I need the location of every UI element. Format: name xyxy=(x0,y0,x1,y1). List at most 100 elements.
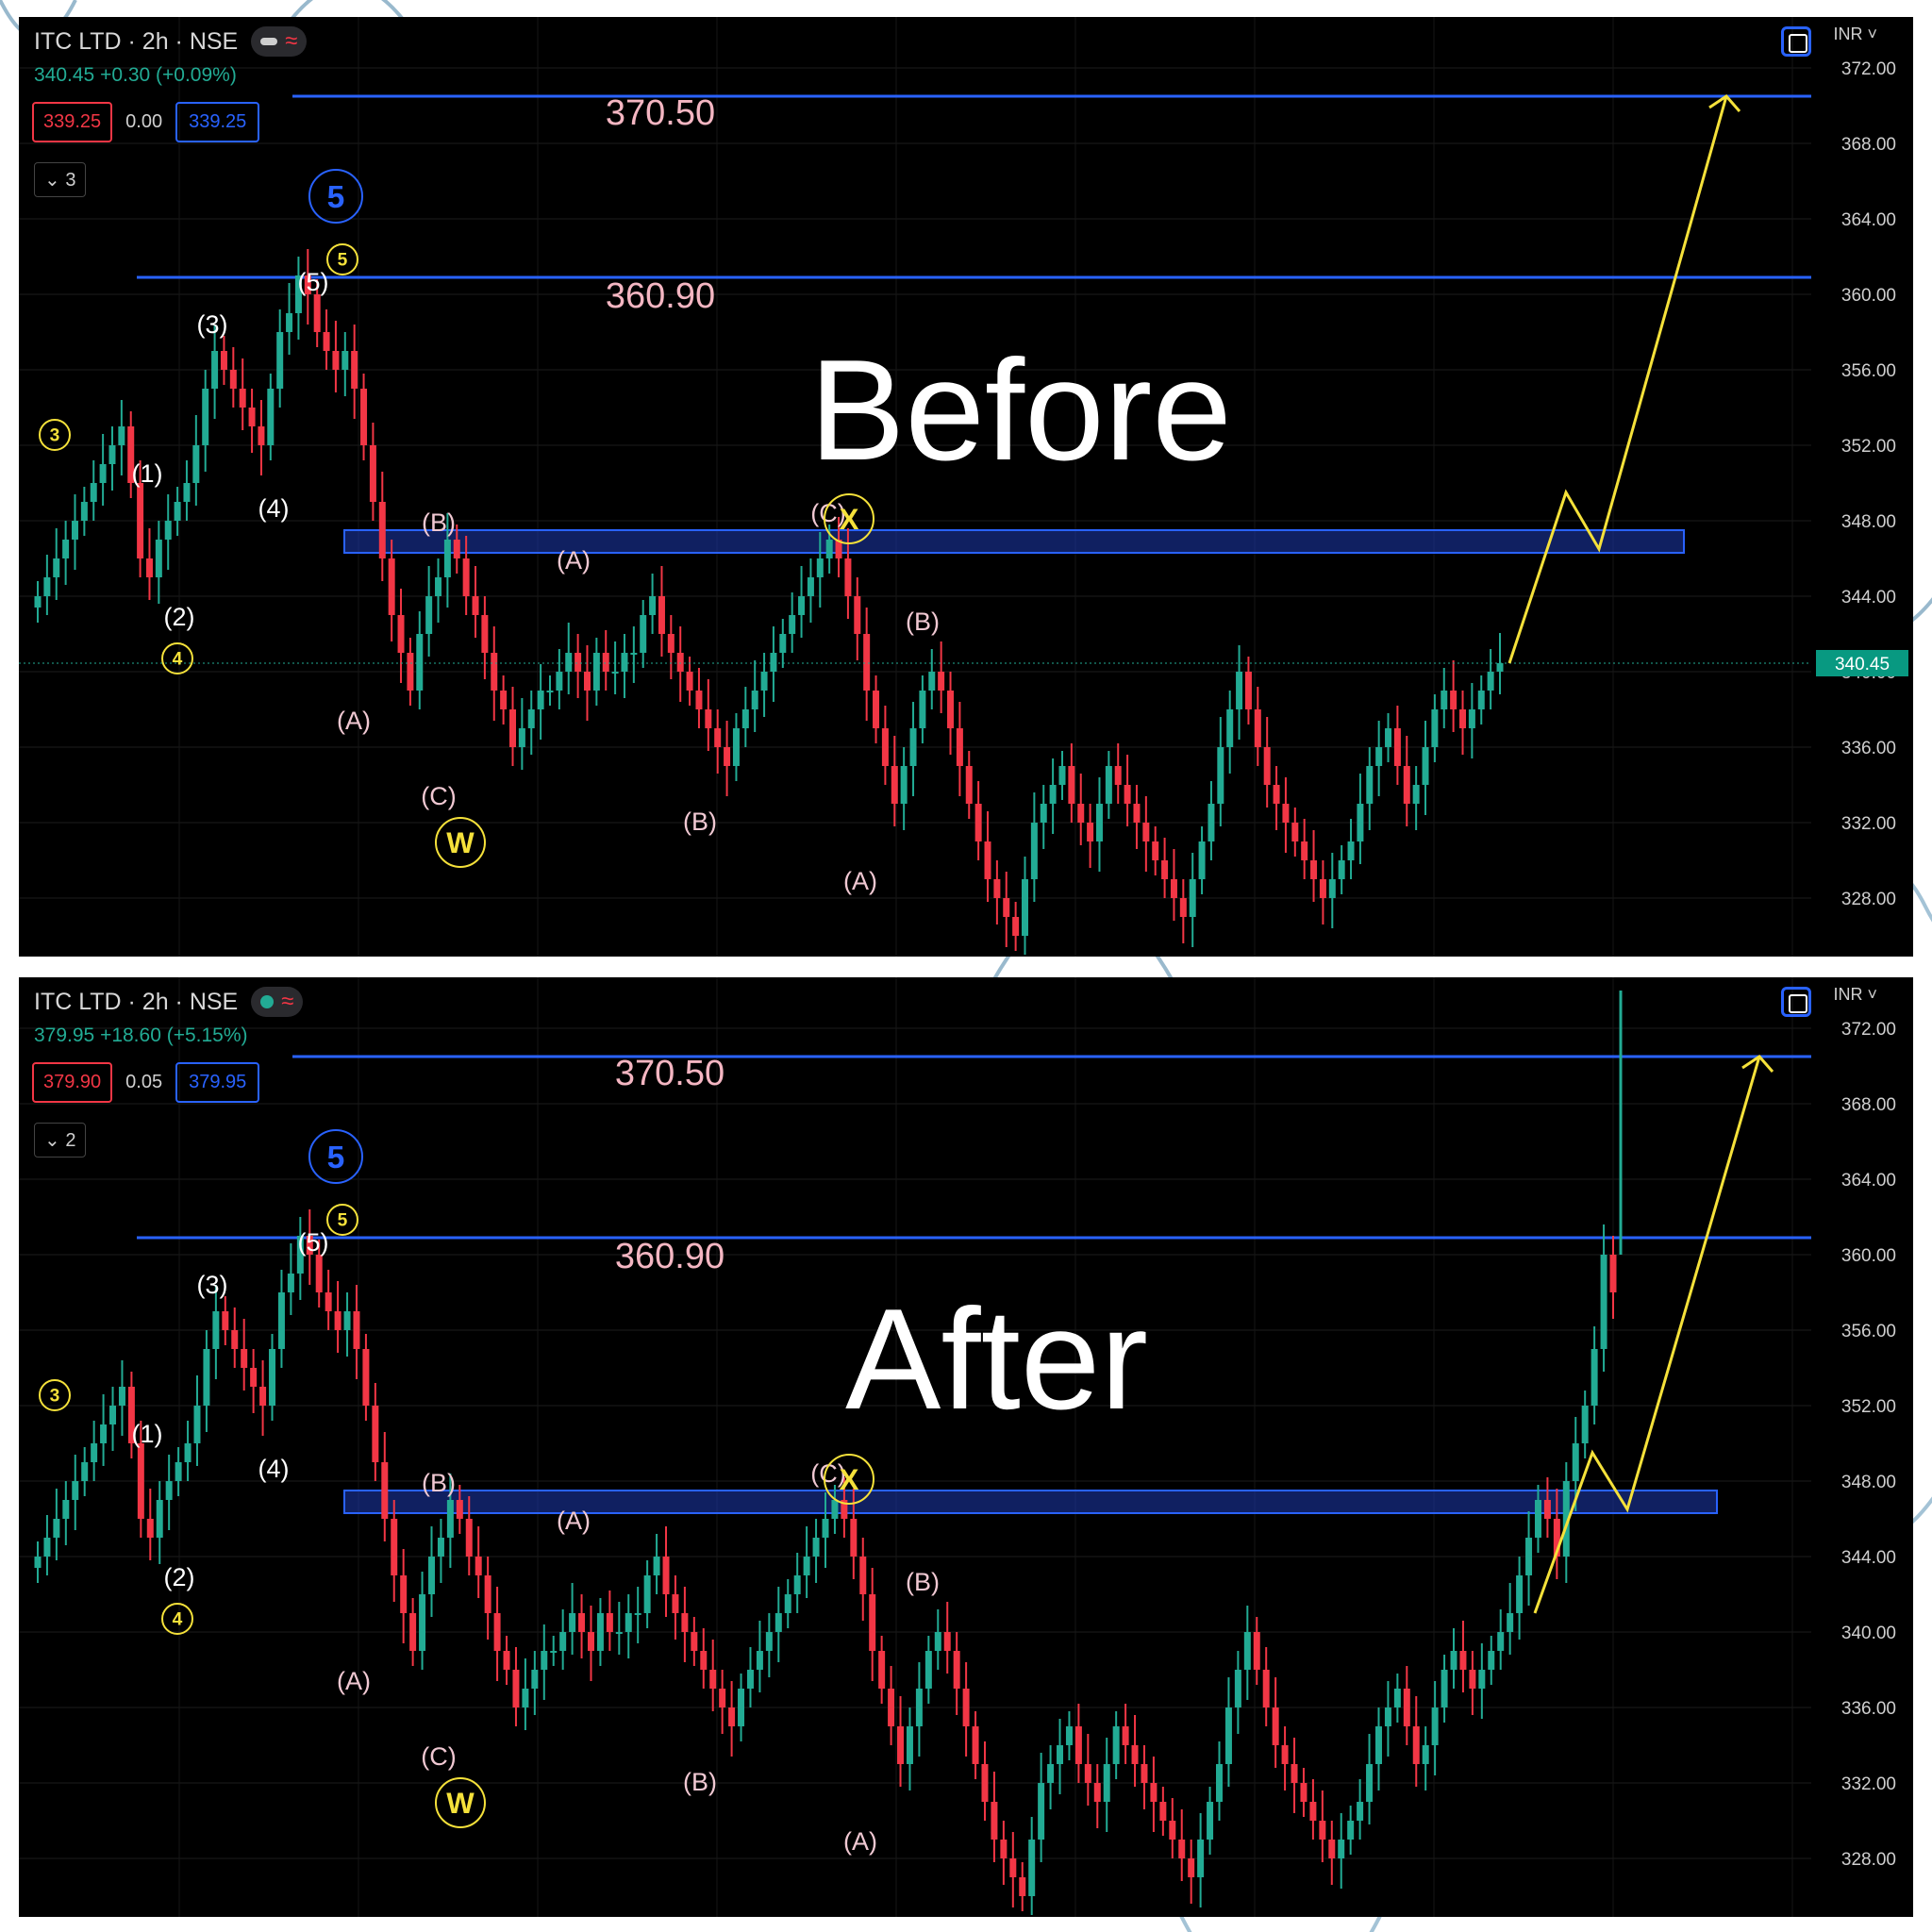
buy-button[interactable]: 339.25 xyxy=(175,102,260,142)
candle-body xyxy=(155,540,162,577)
y-tick-label: 328.00 xyxy=(1841,890,1896,909)
candle-body xyxy=(1525,1538,1533,1575)
status-pill[interactable]: ≈ xyxy=(251,987,304,1017)
candle-body xyxy=(381,1462,389,1519)
maximize-icon[interactable] xyxy=(1781,26,1811,57)
candle-body xyxy=(62,1500,70,1519)
candle-body xyxy=(1093,1783,1101,1802)
candle-body xyxy=(360,389,368,445)
candle-body xyxy=(1169,1821,1176,1840)
candle-body xyxy=(229,370,237,389)
candle-body xyxy=(341,351,349,370)
candle-body xyxy=(934,1632,941,1651)
candle-body xyxy=(1142,823,1150,841)
candle-body xyxy=(500,691,508,709)
candle-body xyxy=(621,653,628,672)
wave-label: (2) xyxy=(164,603,195,631)
wave-circle-label: 4 xyxy=(173,1610,183,1630)
candle-body xyxy=(1291,823,1299,841)
resistance-zone xyxy=(343,1490,1718,1514)
candle-body xyxy=(323,332,330,351)
candle-body xyxy=(943,1632,951,1651)
symbol-title[interactable]: ITC LTD · 2h · NSE xyxy=(34,27,239,55)
buy-button[interactable]: 379.95 xyxy=(175,1062,260,1103)
candle-body xyxy=(676,653,684,672)
currency-select[interactable]: INR ˅ xyxy=(1833,25,1877,43)
candle-body xyxy=(1431,709,1439,747)
order-boxes: 379.90 0.05 379.95 xyxy=(32,1062,260,1103)
candle-body xyxy=(416,634,424,691)
candle-body xyxy=(1141,1764,1148,1783)
currency-label: INR xyxy=(1833,985,1863,1004)
level-label: 360.90 xyxy=(615,1237,724,1276)
candle-body xyxy=(1328,1840,1336,1858)
y-tick-label: 344.00 xyxy=(1841,1548,1896,1568)
candle-body xyxy=(719,1689,726,1707)
wave-label: (B) xyxy=(683,808,717,836)
market-open-icon xyxy=(260,995,275,1008)
currency-select[interactable]: INR ˅ xyxy=(1833,985,1877,1004)
wave-circle xyxy=(161,1603,193,1635)
indicators-toggle[interactable]: ⌄ 3 xyxy=(34,162,87,197)
candle-body xyxy=(493,1613,501,1651)
candle-body xyxy=(1216,1764,1223,1802)
candle-body xyxy=(1403,1689,1410,1726)
candle-body xyxy=(211,351,219,389)
candle-body xyxy=(1562,1481,1570,1557)
y-tick-label: 356.00 xyxy=(1841,361,1896,381)
candle-body xyxy=(212,1311,220,1349)
candle-body xyxy=(99,464,107,483)
candle-body xyxy=(258,426,265,445)
candle-body xyxy=(1224,1707,1232,1764)
wave-icon: ≈ xyxy=(281,989,294,1014)
y-tick-label: 364.00 xyxy=(1841,210,1896,230)
candle-body xyxy=(127,426,135,483)
big-label-before: Before xyxy=(809,330,1232,491)
candle-body xyxy=(873,691,880,728)
candle-body xyxy=(658,596,665,634)
candle-body xyxy=(343,1311,351,1330)
candle-body xyxy=(527,709,535,728)
y-tick-label: 328.00 xyxy=(1841,1850,1896,1870)
candle-body xyxy=(391,1519,398,1575)
indicators-toggle[interactable]: ⌄ 2 xyxy=(34,1123,87,1158)
candle-body xyxy=(146,1519,154,1538)
candle-body xyxy=(695,691,703,709)
y-tick-label: 344.00 xyxy=(1841,588,1896,608)
candle-body xyxy=(592,653,600,691)
candle-body xyxy=(732,728,740,766)
wave-label: (B) xyxy=(422,508,456,537)
symbol-title[interactable]: ITC LTD · 2h · NSE xyxy=(34,988,239,1015)
chart-panel-before: 372.00 368.00 364.00 360.00 356.00 352.00 348.… xyxy=(19,17,1913,957)
candle-body xyxy=(250,1368,258,1387)
sell-button[interactable]: 339.25 xyxy=(32,102,113,142)
sell-button[interactable]: 379.90 xyxy=(32,1062,113,1103)
candle-body xyxy=(1468,709,1475,728)
wave-circle xyxy=(39,419,71,451)
status-pill[interactable]: ≈ xyxy=(251,26,308,57)
candle-body xyxy=(1393,728,1401,766)
candle-body xyxy=(1217,747,1224,804)
candle-body xyxy=(709,1670,717,1689)
y-tick-label: 372.00 xyxy=(1841,59,1896,79)
candle-body xyxy=(1347,1821,1355,1840)
wave-label: (A) xyxy=(557,1507,591,1535)
candle-body xyxy=(850,1519,858,1557)
candle-body xyxy=(705,709,712,728)
big-label-after: After xyxy=(845,1279,1148,1440)
candle-body xyxy=(491,653,498,691)
price-change: 340.45 +0.30 (+0.09%) xyxy=(34,64,237,86)
candle-body xyxy=(541,1651,548,1670)
candle-body xyxy=(662,1557,670,1594)
candle-body xyxy=(174,502,181,521)
candle-body xyxy=(137,483,144,558)
candle-body xyxy=(1131,1745,1139,1764)
wave-circle-label: X xyxy=(840,503,859,536)
maximize-icon[interactable] xyxy=(1781,987,1811,1017)
candle-body xyxy=(1516,1575,1524,1613)
candle-body xyxy=(724,747,731,766)
candle-body xyxy=(1122,1726,1129,1745)
candle-body xyxy=(1030,823,1038,879)
candle-body xyxy=(1319,1821,1326,1840)
candle-body xyxy=(118,426,125,445)
